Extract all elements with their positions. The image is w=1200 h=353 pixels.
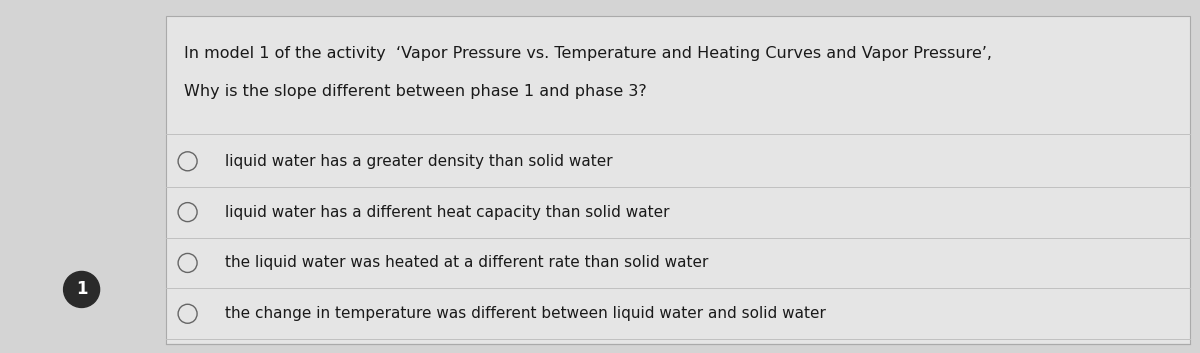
Text: the change in temperature was different between liquid water and solid water: the change in temperature was different … bbox=[226, 306, 826, 321]
Text: liquid water has a greater density than solid water: liquid water has a greater density than … bbox=[226, 154, 613, 169]
Circle shape bbox=[64, 271, 100, 307]
Text: In model 1 of the activity  ‘Vapor Pressure vs. Temperature and Heating Curves a: In model 1 of the activity ‘Vapor Pressu… bbox=[184, 46, 991, 61]
Text: Why is the slope different between phase 1 and phase 3?: Why is the slope different between phase… bbox=[184, 84, 647, 99]
Text: 1: 1 bbox=[76, 281, 88, 298]
Text: the liquid water was heated at a different rate than solid water: the liquid water was heated at a differe… bbox=[226, 256, 708, 270]
FancyBboxPatch shape bbox=[166, 16, 1190, 344]
Text: liquid water has a different heat capacity than solid water: liquid water has a different heat capaci… bbox=[226, 205, 670, 220]
